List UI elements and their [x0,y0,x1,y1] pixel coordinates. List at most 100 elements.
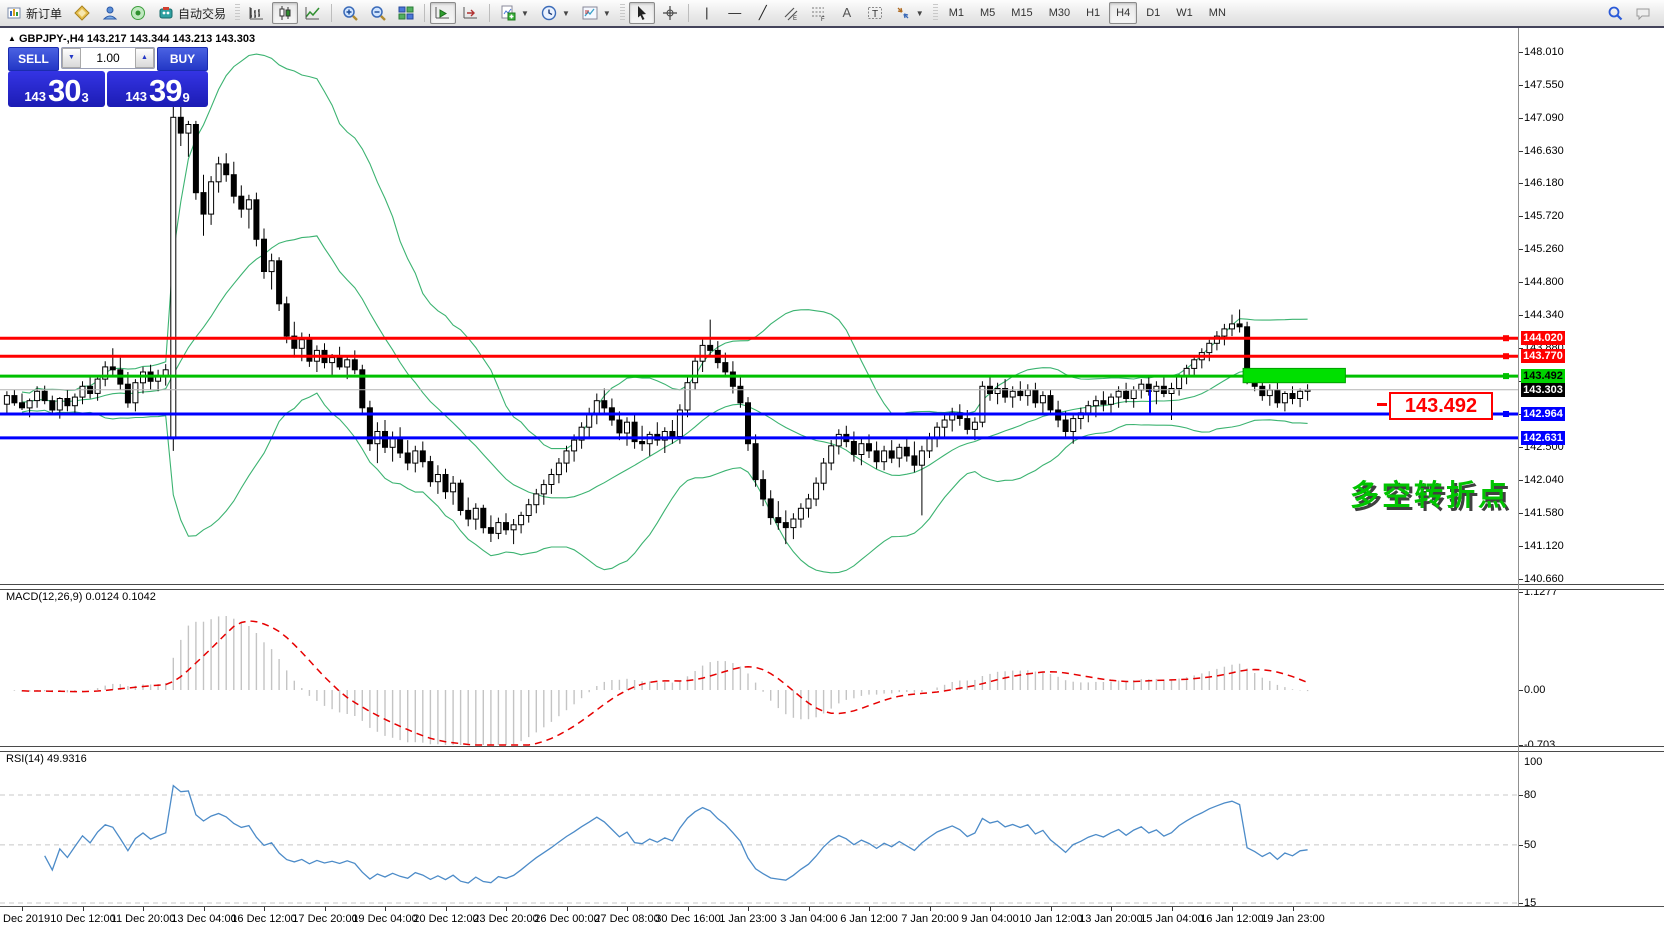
buy-button[interactable]: BUY [157,47,208,71]
text-button[interactable]: A [834,2,860,24]
line-chart-button[interactable] [300,2,326,24]
timeframe-MN-button[interactable]: MN [1208,7,1226,19]
turning-point-annotation[interactable]: 多空转折点 [1350,480,1511,512]
price-tick-label: 142.040 [1524,474,1564,486]
auto-scroll-button[interactable] [430,2,457,24]
time-tick-mark [446,906,447,911]
candle-wicks [6,51,1309,545]
time-tick-mark [1232,906,1233,911]
macd-tick-mark [1518,690,1523,691]
time-tick-mark [1172,906,1173,911]
highlight-rectangle[interactable] [1242,367,1346,384]
time-tick-label: 19 Jan 23:00 [1261,913,1325,925]
sell-price-panel[interactable]: 143 30 3 [8,71,106,107]
line-handle[interactable] [1503,335,1509,342]
rsi-tick-mark [1518,845,1523,846]
tile-windows-button[interactable] [393,2,419,24]
toolbar-separator [331,4,333,22]
timeframe-M30-button[interactable]: M30 [1048,7,1071,19]
broadcast-icon [130,5,146,21]
line-handle[interactable] [1503,411,1509,417]
fibonacci-button[interactable]: F [806,2,832,24]
trendline-icon: ╱ [758,5,767,20]
line-handle[interactable] [1503,373,1509,380]
price-tag: 143.492 [1521,369,1565,383]
timeframe-H1-button[interactable]: H1 [1086,7,1101,19]
text-icon: A [842,5,852,20]
price-callout[interactable]: 143.492 [1389,392,1493,420]
toolbar-handle [932,4,938,22]
chat-button[interactable] [1630,2,1656,24]
trendline-button[interactable]: ╱ [750,2,776,24]
time-tick-mark [83,906,84,911]
volume-increase-button[interactable]: ▲ [135,48,154,68]
zoom-in-button[interactable] [337,2,363,24]
time-tick-mark [143,906,144,911]
timeframe-M1-button[interactable]: M1 [948,7,964,19]
buy-price-panel[interactable]: 143 39 9 [107,71,208,107]
horizontal-line-button[interactable]: — [722,2,748,24]
chart-shift-button[interactable] [458,2,484,24]
zoom-out-button[interactable] [365,2,391,24]
rsi-tick-mark [1518,903,1523,904]
time-tick-label: 19 Dec 04:00 [352,913,418,925]
new-order-button[interactable]: 新订单 [1,2,67,24]
time-tick-mark [809,906,810,911]
buy-price-base: 143 [125,89,148,104]
candles-chart-button[interactable] [272,2,299,24]
signals-button[interactable] [125,2,151,24]
dropdown-caret: ▼ [561,8,570,18]
macd-label: MACD(12,26,9) 0.0124 0.1042 [6,591,156,603]
text-label-button[interactable]: T [862,2,888,24]
fibonacci-icon: F [811,5,827,21]
price-tick-label: 144.340 [1524,309,1564,321]
macd-pane[interactable] [0,589,1519,747]
timeframe-W1-button[interactable]: W1 [1176,7,1193,19]
macd-histogram [13,616,1309,745]
indicators-button[interactable]: ▼ [495,2,534,24]
bars-chart-button[interactable] [244,2,270,24]
macd-signal-line [21,620,1308,746]
time-tick-mark [385,906,386,911]
time-tick-label: 3 Jan 04:00 [780,913,838,925]
timeframe-H4-button[interactable]: H4 [1109,2,1138,24]
mql-editor-button[interactable] [69,2,95,24]
price-tick-label: 147.090 [1524,112,1564,124]
cursor-button[interactable] [628,2,655,24]
zoom-out-icon [370,5,386,21]
periods-button[interactable]: ▼ [536,2,575,24]
vertical-line-button[interactable]: | [694,2,720,24]
crosshair-button[interactable] [657,2,683,24]
time-tick-mark [22,906,23,911]
timeframe-M15-button[interactable]: M15 [1011,7,1033,19]
line-handle[interactable] [1503,353,1509,360]
search-button[interactable] [1602,2,1628,24]
price-tick-mark [1518,381,1523,382]
indicators-icon [500,5,516,21]
time-tick-label: 13 Dec 04:00 [171,913,237,925]
price-tick-mark [1518,513,1523,514]
timeframe-D1-button[interactable]: D1 [1146,7,1161,19]
autotrade-button[interactable]: 自动交易 [153,2,231,24]
price-tick-label: 146.180 [1524,177,1564,189]
channel-button[interactable]: E [778,2,804,24]
time-tick-mark [506,906,507,911]
rsi-tick-label: 50 [1524,839,1537,851]
symbol-marker-icon: ▲ [8,34,16,43]
arrows-button[interactable]: ▼ [890,2,929,24]
pane-splitter[interactable] [0,746,1664,752]
templates-button[interactable]: ▼ [577,2,616,24]
price-tick-mark [1518,348,1523,349]
volume-decrease-button[interactable]: ▼ [62,48,81,68]
sell-button[interactable]: SELL [8,47,59,71]
rsi-pane[interactable] [0,751,1519,906]
time-axis-border [0,906,1664,907]
pane-splitter[interactable] [0,584,1664,590]
price-chart[interactable] [0,29,1519,585]
time-tick-label: 7 Jan 20:00 [901,913,959,925]
volume-input[interactable] [81,48,135,68]
community-button[interactable] [97,2,123,24]
timeframe-M5-button[interactable]: M5 [980,7,996,19]
volume-stepper: ▼ ▲ [61,47,155,69]
time-tick-label: 17 Dec 20:00 [292,913,358,925]
